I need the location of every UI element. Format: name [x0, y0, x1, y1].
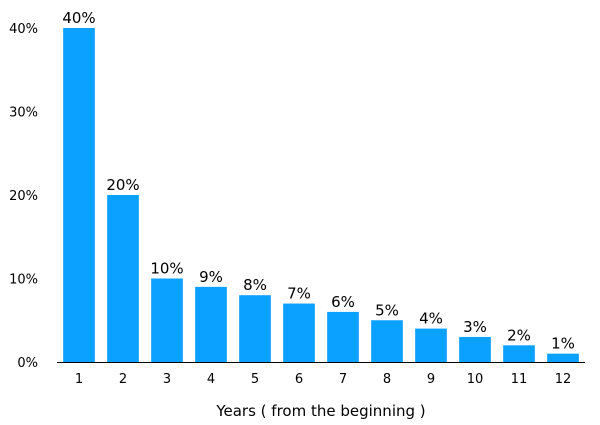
bars-group: [63, 28, 579, 362]
bar-value-label: 40%: [62, 9, 95, 27]
bar: [459, 336, 491, 362]
x-tick-label: 3: [163, 372, 171, 387]
bar: [239, 295, 271, 362]
x-tick-label: 8: [383, 372, 391, 387]
x-tick-label: 12: [555, 372, 572, 387]
y-tick-label: 20%: [9, 189, 38, 204]
bar: [107, 195, 139, 362]
bar: [63, 28, 95, 362]
x-tick-label: 10: [467, 372, 484, 387]
y-tick-label: 10%: [9, 273, 38, 288]
bar-value-label: 10%: [150, 260, 183, 278]
bar-value-label: 2%: [507, 326, 531, 344]
bar-value-label: 3%: [463, 318, 487, 336]
bar-value-label: 1%: [551, 335, 575, 353]
bar-value-label: 8%: [243, 276, 267, 294]
y-tick-label: 30%: [9, 106, 38, 121]
x-tick-label: 2: [119, 372, 127, 387]
bar-labels-group: 40% 20% 10% 9% 8% 7% 6% 5% 4% 3% 2% 1%: [62, 9, 575, 353]
bar: [547, 353, 579, 362]
y-tick-label: 40%: [9, 22, 38, 37]
bar: [503, 345, 535, 362]
x-tick-label: 7: [339, 372, 347, 387]
bar-value-label: 4%: [419, 310, 443, 328]
x-tick-label: 6: [295, 372, 303, 387]
bar-value-label: 5%: [375, 301, 399, 319]
bar: [195, 286, 227, 362]
x-tick-label: 11: [511, 372, 528, 387]
bar: [283, 303, 315, 362]
x-tick-label: 9: [427, 372, 435, 387]
x-tick-label: 5: [251, 372, 259, 387]
x-tick-label: 1: [75, 372, 83, 387]
x-axis: 1 2 3 4 5 6 7 8 9 10 11 12: [57, 362, 585, 387]
y-tick-label: 0%: [17, 356, 38, 371]
x-tick-label: 4: [207, 372, 215, 387]
bar: [371, 320, 403, 362]
bar-value-label: 9%: [199, 268, 223, 286]
bar: [327, 311, 359, 362]
x-axis-title: Years ( from the beginning ): [215, 402, 425, 420]
y-axis: 0% 10% 20% 30% 40%: [9, 22, 38, 371]
bar-value-label: 6%: [331, 293, 355, 311]
bar-value-label: 20%: [106, 176, 139, 194]
bar: [415, 328, 447, 362]
bar: [151, 278, 183, 362]
bar-value-label: 7%: [287, 285, 311, 303]
